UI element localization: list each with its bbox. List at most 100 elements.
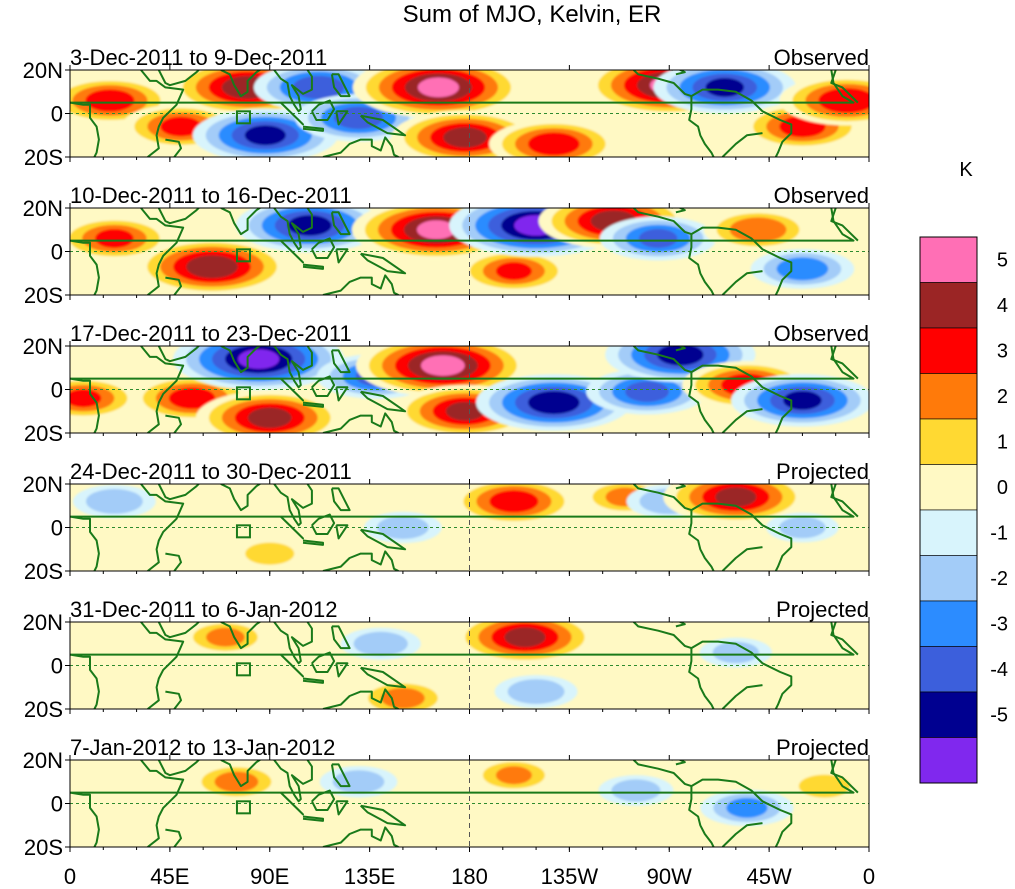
coastline (280, 653, 304, 678)
y-tick-label: 20N (23, 472, 63, 497)
colorbar-label: 3 (997, 341, 1008, 363)
contour-level (611, 779, 661, 802)
region-box (235, 386, 251, 401)
panel-1: 20N 0 20S 3-Dec-2011 to 9-Dec-2011 Observed (23, 45, 870, 170)
contour-level (445, 401, 485, 421)
panel-5: 20N 0 20S 31-Dec-2011 to 6-Jan-2012 Projecte… (23, 597, 870, 722)
panel-status: Projected (776, 459, 869, 484)
coastlines (70, 346, 859, 433)
anomaly-blob (779, 75, 869, 126)
coastline (220, 208, 262, 236)
anomaly-blob (700, 789, 794, 827)
coastline (165, 552, 182, 571)
x-tick-label: 135W (541, 864, 599, 889)
coastline (165, 414, 182, 433)
coastline (335, 662, 349, 678)
anomaly-blob (192, 108, 338, 157)
coastline (721, 822, 763, 847)
contour-level (729, 217, 787, 243)
coastlines (70, 208, 859, 295)
coastline (633, 484, 692, 512)
anomaly-blob (750, 248, 855, 289)
anomaly-field (70, 622, 869, 709)
coastline (322, 274, 399, 295)
coastlines (70, 484, 859, 571)
contour-level (332, 770, 385, 794)
panel-6: 20N 0 20S 7-Jan-2012 to 13-Jan-2012 Projecte… (23, 735, 870, 860)
coastline (322, 688, 399, 709)
coastline (671, 484, 686, 490)
coastline (322, 826, 399, 847)
region-box (235, 248, 251, 263)
region-box (235, 800, 251, 815)
coastline (311, 375, 336, 397)
coastline (302, 401, 324, 408)
coastline (140, 622, 185, 709)
contour-level (206, 627, 245, 647)
coastline (721, 270, 763, 295)
anomaly-blob (476, 374, 632, 431)
anomaly-blob (599, 216, 717, 261)
colorbar-label: -4 (990, 659, 1008, 681)
y-tick-label: 0 (51, 792, 63, 817)
contour-level (417, 77, 460, 98)
coastline (157, 346, 201, 363)
anomaly-blob (134, 238, 290, 295)
contour-level (85, 89, 135, 112)
coastline (830, 70, 859, 104)
coastline (311, 651, 336, 673)
y-tick-label: 20S (24, 283, 63, 308)
colorbar-label: 4 (997, 295, 1008, 317)
coastline (360, 804, 407, 827)
coastline (273, 622, 313, 665)
coastline (273, 208, 313, 251)
coastline (633, 622, 692, 650)
y-tick-label: 0 (51, 654, 63, 679)
contour-level (783, 390, 822, 410)
x-axis: 0 45E 90E 135E 180 135W 90W 45W 0 (64, 864, 875, 889)
colorbar-label: 5 (997, 250, 1008, 272)
anomaly-blob (232, 538, 308, 569)
contour-level (186, 255, 238, 279)
colorbar-swatch (919, 600, 978, 647)
anomaly-blob (340, 627, 421, 660)
coastline (690, 364, 793, 433)
coastline (280, 515, 304, 540)
coastline (280, 791, 304, 816)
anomaly-blob (195, 390, 344, 433)
coastline (830, 208, 859, 242)
coastline (633, 346, 692, 374)
anomaly-blob (489, 119, 619, 157)
coastline (140, 760, 185, 847)
anomaly-blob (70, 216, 173, 261)
colorbar-swatch (919, 327, 978, 374)
coastline (360, 252, 407, 275)
y-tick-label: 20N (23, 748, 63, 773)
coastline (322, 412, 399, 433)
colorbar-frame (919, 236, 978, 784)
contour-level (353, 631, 408, 656)
coastline (330, 349, 351, 374)
coastline (830, 622, 859, 656)
colorbar-swatch (919, 509, 978, 556)
coastline (721, 408, 763, 433)
colorbar-label: 2 (997, 386, 1008, 408)
colorbar-units: K (959, 159, 973, 181)
coastline (690, 502, 793, 571)
anomaly-field (70, 346, 869, 433)
colorbar-swatch (919, 691, 978, 738)
x-tick-label: 90W (647, 864, 692, 889)
coastline (335, 524, 349, 540)
contour-level (420, 355, 465, 376)
anomaly-field (70, 760, 869, 847)
coastline (690, 640, 793, 709)
coastline (335, 386, 349, 402)
coastline (671, 346, 686, 352)
y-tick-label: 20S (24, 697, 63, 722)
coastline (157, 70, 201, 87)
y-tick-label: 20S (24, 835, 63, 860)
contour-level (381, 687, 425, 709)
x-tick-label: 0 (64, 864, 76, 889)
coastlines (70, 760, 859, 847)
